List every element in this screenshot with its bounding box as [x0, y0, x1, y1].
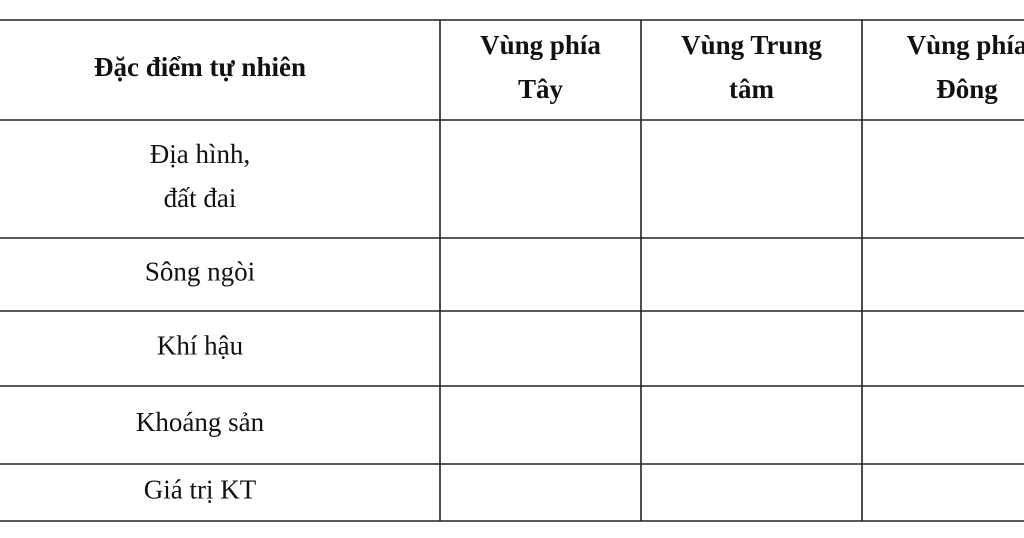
header-cell: Tây — [518, 74, 564, 104]
header-cell: Đặc điểm tự nhiên — [94, 52, 306, 82]
row-label: Khoáng sản — [136, 407, 265, 437]
row-label: Giá trị KT — [144, 475, 257, 505]
row-label: Địa hình, — [150, 139, 251, 169]
header-cell: Vùng Trung — [681, 30, 822, 60]
header-cell: Đông — [936, 74, 998, 104]
header-cell: Vùng phía — [480, 30, 601, 60]
header-cell: tâm — [729, 74, 774, 104]
row-label: Sông ngòi — [145, 257, 255, 287]
header-cell: Vùng phía — [907, 30, 1024, 60]
row-label: đất đai — [164, 183, 237, 213]
row-label: Khí hậu — [157, 331, 244, 361]
